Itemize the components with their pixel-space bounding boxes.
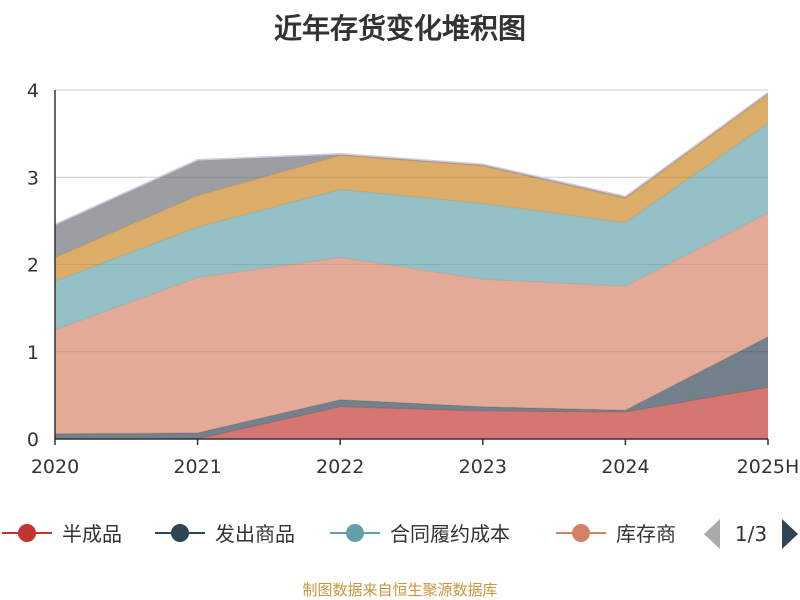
legend-item[interactable]: 发出商品: [155, 522, 295, 546]
area-series-5: [55, 92, 768, 258]
x-tick-label: 2020: [31, 456, 79, 478]
legend-item[interactable]: 半成品: [2, 522, 122, 546]
data-source-note: 制图数据来自恒生聚源数据库: [302, 581, 497, 599]
area-series-4: [55, 94, 768, 282]
pager-label: 1/3: [735, 522, 767, 546]
x-tick-label: 2025H: [737, 456, 800, 478]
y-tick-label: 2: [27, 255, 39, 277]
area-series-2: [55, 213, 768, 434]
pager-next-icon[interactable]: [782, 519, 798, 549]
area-series-0: [55, 387, 768, 439]
legend-item[interactable]: 库存商: [556, 522, 676, 546]
x-tick-label: 2023: [459, 456, 507, 478]
y-tick-label: 1: [27, 342, 39, 364]
pager-prev-icon[interactable]: [704, 519, 720, 549]
y-tick-label: 3: [27, 167, 39, 189]
legend-label: 半成品: [62, 522, 122, 546]
legend-marker-icon: [18, 524, 36, 542]
y-tick-label: 0: [27, 429, 39, 451]
stack-top-outline: [54, 91, 769, 226]
legend-pager: 1/3: [704, 519, 798, 549]
legend: 半成品 发出商品 合同履约成本 库存商: [2, 522, 676, 546]
x-tick-label: 2021: [173, 456, 221, 478]
legend-marker-icon: [171, 524, 189, 542]
chart-title: 近年存货变化堆积图: [274, 12, 526, 45]
legend-item[interactable]: 合同履约成本: [330, 522, 510, 546]
legend-label: 合同履约成本: [390, 522, 510, 546]
legend-label: 库存商: [616, 522, 676, 546]
legend-label: 发出商品: [215, 522, 295, 546]
x-tick-label: 2022: [316, 456, 364, 478]
axes: 0 1 2 3 4 2020 2021 2022 2023 2024 2025H: [27, 80, 799, 478]
legend-marker-icon: [572, 524, 590, 542]
y-tick-label: 4: [27, 80, 39, 102]
legend-marker-icon: [346, 524, 364, 542]
area-series-3: [55, 123, 768, 330]
x-tick-label: 2024: [601, 456, 649, 478]
area-series: [54, 91, 769, 440]
